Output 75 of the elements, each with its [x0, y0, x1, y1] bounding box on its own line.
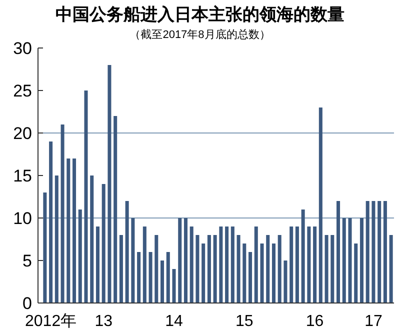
bar — [330, 235, 334, 303]
bar — [248, 252, 252, 303]
y-tick-label: 20 — [13, 124, 32, 143]
bar — [290, 226, 294, 303]
bar — [102, 184, 106, 303]
bar — [190, 226, 194, 303]
bar — [366, 201, 370, 303]
bar — [54, 176, 58, 303]
x-tick-label: 14 — [165, 313, 183, 330]
bar — [260, 244, 264, 303]
bar — [166, 252, 170, 303]
bar — [389, 235, 393, 303]
bar — [131, 218, 135, 303]
y-tick-label: 15 — [13, 166, 32, 186]
bar — [242, 244, 246, 303]
bar — [43, 192, 47, 303]
bar — [313, 226, 317, 303]
chart-title: 中国公务船进入日本主张的领海的数量 — [56, 5, 344, 24]
x-tick-label: 16 — [306, 313, 324, 330]
x-tick-label: 17 — [364, 313, 382, 330]
x-tick-label: 2012年 — [25, 313, 77, 330]
bar — [90, 176, 94, 303]
bar — [202, 244, 206, 303]
bar — [72, 158, 76, 303]
bar — [278, 235, 282, 303]
y-tick-label: 0 — [22, 294, 32, 313]
bar — [225, 226, 229, 303]
bar — [119, 235, 123, 303]
bar — [307, 226, 311, 303]
bar — [230, 226, 234, 303]
bar — [96, 226, 100, 303]
bar — [178, 218, 182, 303]
bar — [324, 235, 328, 303]
x-tick-label: 13 — [94, 313, 113, 330]
bar — [272, 244, 276, 303]
bar — [114, 116, 118, 303]
bar — [196, 235, 200, 303]
x-tick-label: 15 — [236, 313, 254, 330]
bar — [284, 260, 288, 303]
bar — [219, 226, 223, 303]
bar — [60, 124, 64, 303]
bar — [301, 210, 305, 303]
bar — [295, 226, 299, 303]
chart-subtitle: （截至2017年8月底的总数） — [130, 28, 270, 41]
bar — [154, 235, 158, 303]
bar — [342, 218, 346, 303]
bar — [354, 244, 358, 303]
bar — [84, 90, 88, 303]
bar — [348, 218, 352, 303]
y-tick-label: 25 — [13, 82, 32, 100]
bar — [207, 235, 211, 303]
bar — [142, 226, 146, 303]
bar — [172, 269, 176, 303]
y-tick-label: 5 — [22, 252, 32, 270]
bar — [49, 142, 53, 303]
bar — [125, 201, 129, 303]
bar — [236, 235, 240, 303]
bar — [66, 158, 70, 303]
bar — [318, 108, 322, 303]
bar — [254, 226, 258, 303]
y-tick-label: 10 — [13, 209, 32, 228]
bar — [160, 260, 164, 303]
bar — [184, 218, 188, 303]
bar — [360, 218, 364, 303]
bar — [336, 201, 340, 303]
bar — [78, 210, 82, 303]
bar — [148, 252, 152, 303]
y-tick-label: 30 — [13, 39, 32, 58]
bar — [383, 201, 387, 303]
bar — [372, 201, 376, 303]
bar — [378, 201, 382, 303]
bar — [108, 65, 112, 303]
bar — [137, 252, 141, 303]
bar — [266, 235, 270, 303]
bar — [213, 235, 217, 303]
